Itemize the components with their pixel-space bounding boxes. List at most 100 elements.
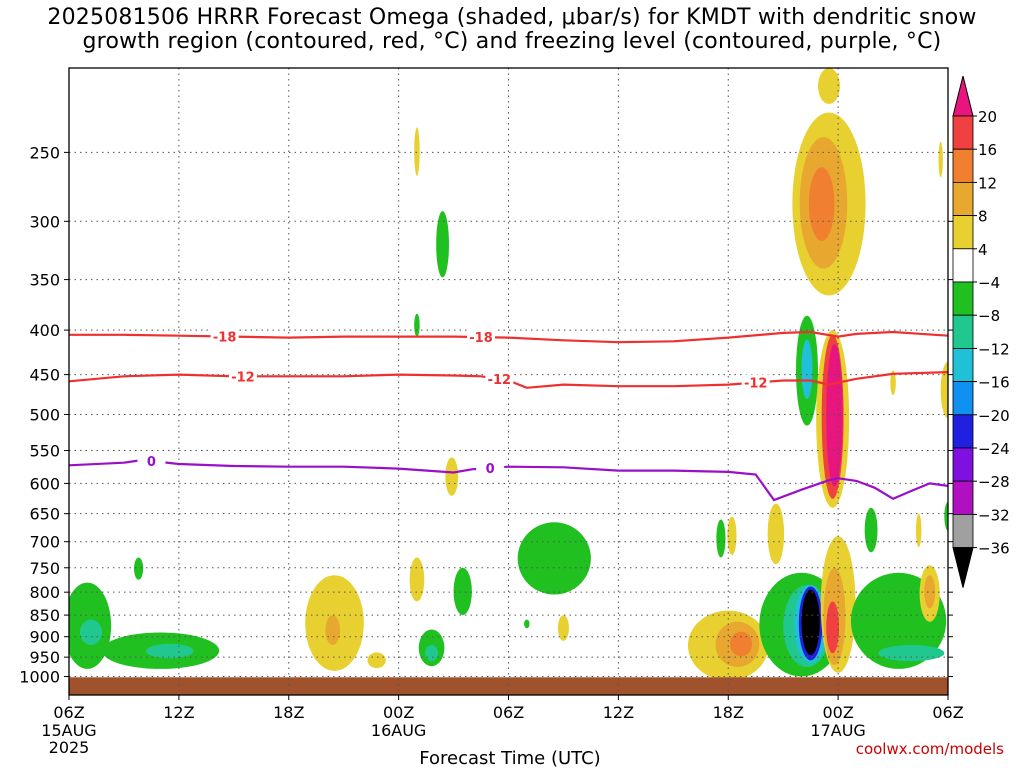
colorbar-label-11: −28: [978, 473, 1010, 491]
x-tick-label-30: 12Z: [603, 703, 634, 722]
colorbar-label-10: −24: [978, 440, 1010, 458]
omega-region-12: [445, 457, 459, 496]
contour-label-0-0: -18: [213, 330, 237, 345]
omega-region-7: [367, 652, 386, 669]
omega-region-51: [938, 141, 943, 178]
colorbar-swatch-6: [952, 281, 974, 316]
omega-region-29: [801, 589, 820, 656]
x-tick-label-12: 18Z: [273, 703, 304, 722]
contour-label-bg-2-1: [476, 459, 505, 475]
omega-region-40: [808, 167, 835, 241]
contour-label-bg-1-0: [228, 368, 257, 384]
x-tick-label-48: 06Z: [932, 703, 963, 722]
colorbar-swatch-9: [952, 381, 974, 416]
y-tick-label-850: 850: [29, 606, 60, 625]
colorbar-swatch-13: [952, 514, 974, 549]
contour-label-bg-1-1: [485, 371, 514, 387]
title-line-1: 2025081506 HRRR Forecast Omega (shaded, …: [47, 5, 977, 30]
omega-region-4: [134, 557, 144, 580]
y-tick-label-550: 550: [29, 442, 60, 461]
y-tick-label-900: 900: [29, 628, 60, 647]
y-tick-label-650: 650: [29, 505, 60, 524]
omega-region-22: [716, 519, 726, 558]
omega-region-21: [730, 631, 753, 657]
x-axis-label: Forecast Time (UTC): [419, 748, 600, 768]
colorbar-swatch-7: [952, 314, 974, 349]
colorbar: 20 16 12 8 4 −4 −8 −12 −16 −20 −24 −28 −32 −36: [952, 75, 1010, 588]
y-tick-label-700: 700: [29, 533, 60, 552]
colorbar-label-4: 4: [978, 241, 988, 259]
y-tick-label-450: 450: [29, 366, 60, 385]
contour-label-bg-0-0: [210, 328, 239, 344]
omega-region-15: [414, 127, 420, 176]
x-tick-label-36: 18Z: [713, 703, 744, 722]
colorbar-label-0: 20: [978, 108, 997, 126]
y-tick-label-950: 950: [29, 648, 60, 667]
y-axis: 250 300 350 400 450 500 550 600 650 700 750 800 850 9…: [19, 143, 953, 687]
omega-region-32: [826, 601, 840, 654]
contour-label-1-1: -12: [488, 373, 512, 388]
x-tick-label-0: 06Z: [53, 703, 84, 722]
colorbar-swatch-11: [952, 447, 974, 482]
omega-region-49: [940, 361, 948, 419]
omega-region-3: [145, 643, 194, 659]
temperature-contours: -18 -18 -12 -12 -12 0 0: [69, 328, 948, 502]
omega-region-16: [517, 522, 591, 595]
y-tick-label-300: 300: [29, 212, 60, 231]
omega-shading: [69, 68, 948, 681]
colorbar-swatch-12: [952, 480, 974, 515]
colorbar-label-6: −8: [978, 307, 1000, 325]
contour-line-2: [69, 458, 948, 502]
colorbar-label-5: −4: [978, 274, 1000, 292]
omega-region-17: [524, 619, 530, 629]
contour-label-1-2: -12: [744, 377, 768, 392]
omega-region-13: [436, 211, 449, 278]
y-tick-label-400: 400: [29, 321, 60, 340]
colorbar-label-8: −16: [978, 374, 1010, 392]
omega-region-45: [944, 501, 948, 531]
omega-region-43: [878, 645, 945, 662]
colorbar-swatch-1: [952, 115, 974, 150]
y-tick-label-750: 750: [29, 559, 60, 578]
contour-label-2-1: 0: [486, 462, 495, 477]
contour-label-bg-2-0: [137, 453, 166, 469]
x-tick-label-18: 00Z: [383, 703, 414, 722]
colorbar-label-7: −12: [978, 340, 1010, 358]
y-tick-label-250: 250: [29, 143, 60, 162]
x-tick-sublabel-0-1: 2025: [49, 738, 90, 757]
colorbar-swatch-8: [952, 347, 974, 382]
omega-region-1: [79, 619, 102, 646]
omega-region-6: [325, 615, 341, 646]
y-tick-label-1000: 1000: [19, 668, 60, 687]
omega-region-41: [817, 68, 840, 105]
contour-label-0-1: -18: [469, 331, 493, 346]
x-tick-label-6: 12Z: [163, 703, 194, 722]
contour-label-bg-0-1: [467, 329, 496, 345]
colorbar-bottom-arrow: [952, 547, 974, 588]
x-tick-sublabel-0-0: 15AUG: [41, 721, 96, 740]
colorbar-label-3: 8: [978, 208, 988, 226]
contour-label-1-0: -12: [231, 370, 255, 385]
x-tick-sublabel-42-0: 17AUG: [810, 721, 865, 740]
credit-text: coolwx.com/models: [855, 740, 1004, 758]
colorbar-swatch-2: [952, 148, 974, 183]
x-tick-label-24: 06Z: [493, 703, 524, 722]
omega-region-18: [557, 615, 569, 641]
y-tick-label-800: 800: [29, 583, 60, 602]
omega-region-14: [414, 313, 420, 337]
omega-region-8: [409, 557, 425, 602]
colorbar-label-13: −36: [978, 540, 1010, 558]
contour-label-2-0: 0: [147, 455, 156, 470]
title-line-2: growth region (contoured, red, °C) and f…: [82, 29, 942, 54]
omega-region-37: [801, 339, 813, 400]
terrain-fill: [69, 677, 948, 695]
terrain-band: [69, 677, 948, 695]
omega-region-24: [767, 503, 785, 565]
omega-region-50: [890, 370, 896, 396]
y-tick-label-350: 350: [29, 271, 60, 290]
omega-region-23: [727, 516, 737, 555]
omega-region-9: [453, 567, 472, 616]
omega-region-35: [826, 344, 843, 487]
